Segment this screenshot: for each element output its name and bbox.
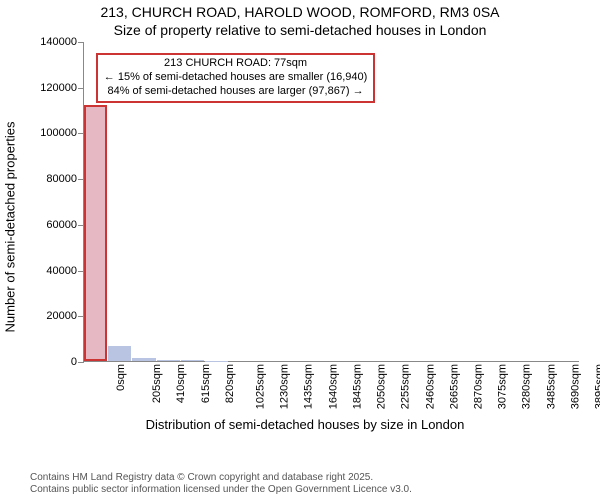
- x-tick-label: 1230sqm: [279, 364, 291, 409]
- y-tick-label: 140000: [40, 36, 77, 48]
- x-tick-label: 1640sqm: [327, 364, 339, 409]
- x-tick-label: 1845sqm: [351, 364, 363, 409]
- annotation-line-3: 84% of semi-detached houses are larger (…: [104, 85, 368, 99]
- x-tick-label: 2870sqm: [472, 364, 484, 409]
- footer-line-1: Contains HM Land Registry data © Crown c…: [30, 472, 412, 484]
- x-tick-label: 615sqm: [200, 364, 212, 403]
- annotation-line-1: 213 CHURCH ROAD: 77sqm: [104, 57, 368, 71]
- histogram-bar: [181, 360, 204, 361]
- y-tick-label: 0: [71, 356, 77, 368]
- x-tick-label: 3075sqm: [496, 364, 508, 409]
- x-tick-label: 1435sqm: [303, 364, 315, 409]
- footer-line-2: Contains public sector information licen…: [30, 484, 412, 496]
- x-tick-label: 2255sqm: [400, 364, 412, 409]
- y-axis-label: Number of semi-detached properties: [3, 122, 18, 333]
- plot-area: 213 CHURCH ROAD: 77sqm ← 15% of semi-det…: [83, 42, 579, 362]
- y-tick-label: 60000: [46, 219, 77, 231]
- y-tick-label: 80000: [46, 173, 77, 185]
- y-tick-label: 120000: [40, 82, 77, 94]
- histogram-bar: [108, 346, 131, 361]
- x-tick-label: 205sqm: [151, 364, 163, 403]
- x-tick-label: 2050sqm: [375, 364, 387, 409]
- x-tick-label: 3485sqm: [545, 364, 557, 409]
- y-tick-label: 40000: [46, 265, 77, 277]
- x-tick-label: 1025sqm: [254, 364, 266, 409]
- y-tick: [78, 362, 84, 363]
- histogram-bar: [132, 358, 155, 361]
- x-tick-label: 3895sqm: [593, 364, 600, 409]
- y-tick-label: 20000: [46, 310, 77, 322]
- attribution-footer: Contains HM Land Registry data © Crown c…: [30, 472, 412, 496]
- x-tick-label: 3690sqm: [569, 364, 581, 409]
- x-axis-label: Distribution of semi-detached houses by …: [146, 417, 465, 432]
- x-tick-label: 820sqm: [224, 364, 236, 403]
- x-tick-label: 3280sqm: [521, 364, 533, 409]
- x-tick-label: 2460sqm: [424, 364, 436, 409]
- y-tick-label: 100000: [40, 127, 77, 139]
- title-line-2: Size of property relative to semi-detach…: [0, 22, 600, 40]
- histogram-bar-highlight: [84, 105, 107, 361]
- x-tick-label: 2665sqm: [448, 364, 460, 409]
- x-tick-label: 410sqm: [176, 364, 188, 403]
- chart-title: 213, CHURCH ROAD, HAROLD WOOD, ROMFORD, …: [0, 0, 600, 39]
- annotation-box: 213 CHURCH ROAD: 77sqm ← 15% of semi-det…: [96, 53, 376, 102]
- x-tick-label: 0sqm: [115, 364, 127, 391]
- y-tick: [78, 88, 84, 89]
- chart-area: Number of semi-detached properties 213 C…: [25, 42, 585, 412]
- title-line-1: 213, CHURCH ROAD, HAROLD WOOD, ROMFORD, …: [0, 4, 600, 22]
- histogram-bar: [157, 360, 180, 361]
- y-tick: [78, 42, 84, 43]
- annotation-line-2: ← 15% of semi-detached houses are smalle…: [104, 71, 368, 85]
